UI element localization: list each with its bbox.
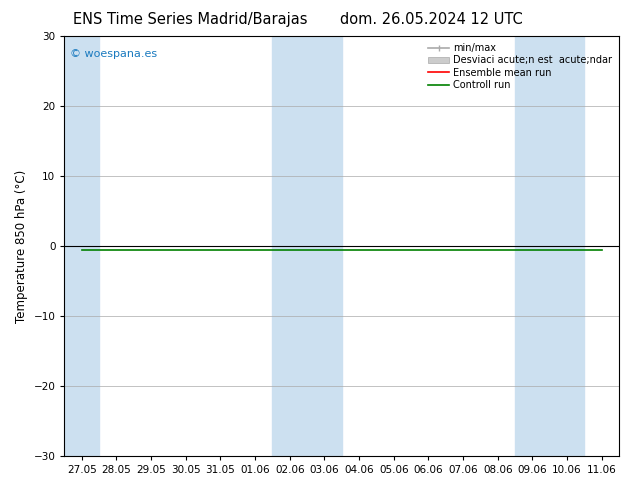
- Text: © woespana.es: © woespana.es: [70, 49, 157, 59]
- Legend: min/max, Desviaci acute;n est  acute;ndar, Ensemble mean run, Controll run: min/max, Desviaci acute;n est acute;ndar…: [426, 41, 614, 92]
- Bar: [515, 36, 585, 456]
- Y-axis label: Temperature 850 hPa (°C): Temperature 850 hPa (°C): [15, 170, 28, 323]
- Bar: [65, 36, 99, 456]
- Bar: [273, 36, 342, 456]
- Text: ENS Time Series Madrid/Barajas: ENS Time Series Madrid/Barajas: [73, 12, 307, 27]
- Text: dom. 26.05.2024 12 UTC: dom. 26.05.2024 12 UTC: [340, 12, 522, 27]
